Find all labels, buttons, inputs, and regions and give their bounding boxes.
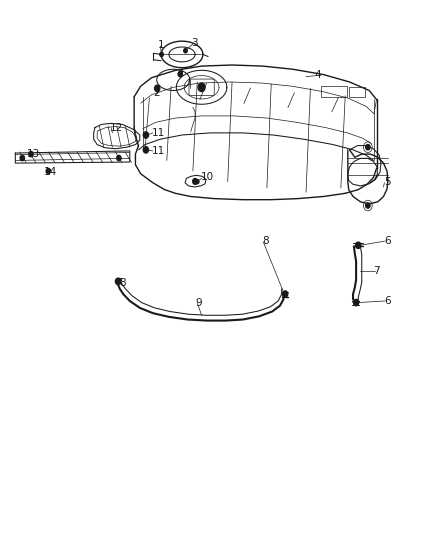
Circle shape [29,151,33,157]
Text: 14: 14 [44,167,57,177]
Circle shape [366,144,370,150]
Circle shape [353,300,359,306]
Text: 3: 3 [191,38,198,48]
Circle shape [143,132,148,138]
Bar [321,86,347,97]
Circle shape [155,85,160,92]
Circle shape [193,179,197,184]
Circle shape [366,203,370,208]
Bar [349,87,365,97]
Text: 1: 1 [158,40,165,50]
Text: 10: 10 [201,172,214,182]
Text: 7: 7 [374,266,380,276]
Circle shape [116,278,120,285]
Circle shape [46,168,50,174]
Circle shape [193,179,197,184]
Circle shape [117,156,121,161]
Text: 8: 8 [262,236,269,246]
Circle shape [143,147,148,153]
Text: 6: 6 [385,296,391,306]
Circle shape [178,71,183,77]
Circle shape [160,52,163,56]
Text: 2: 2 [154,88,160,98]
Circle shape [20,156,25,161]
Text: 13: 13 [27,149,40,159]
Text: 5: 5 [385,176,391,187]
Circle shape [356,242,361,248]
Text: 8: 8 [119,278,126,288]
Text: 4: 4 [315,70,321,79]
Text: 11: 11 [152,128,165,138]
Text: 12: 12 [110,123,123,133]
Circle shape [195,180,199,184]
Circle shape [198,83,205,92]
Text: 6: 6 [385,236,391,246]
Circle shape [283,291,288,297]
Text: 11: 11 [152,146,165,156]
Text: 9: 9 [195,297,201,308]
Circle shape [184,49,187,53]
